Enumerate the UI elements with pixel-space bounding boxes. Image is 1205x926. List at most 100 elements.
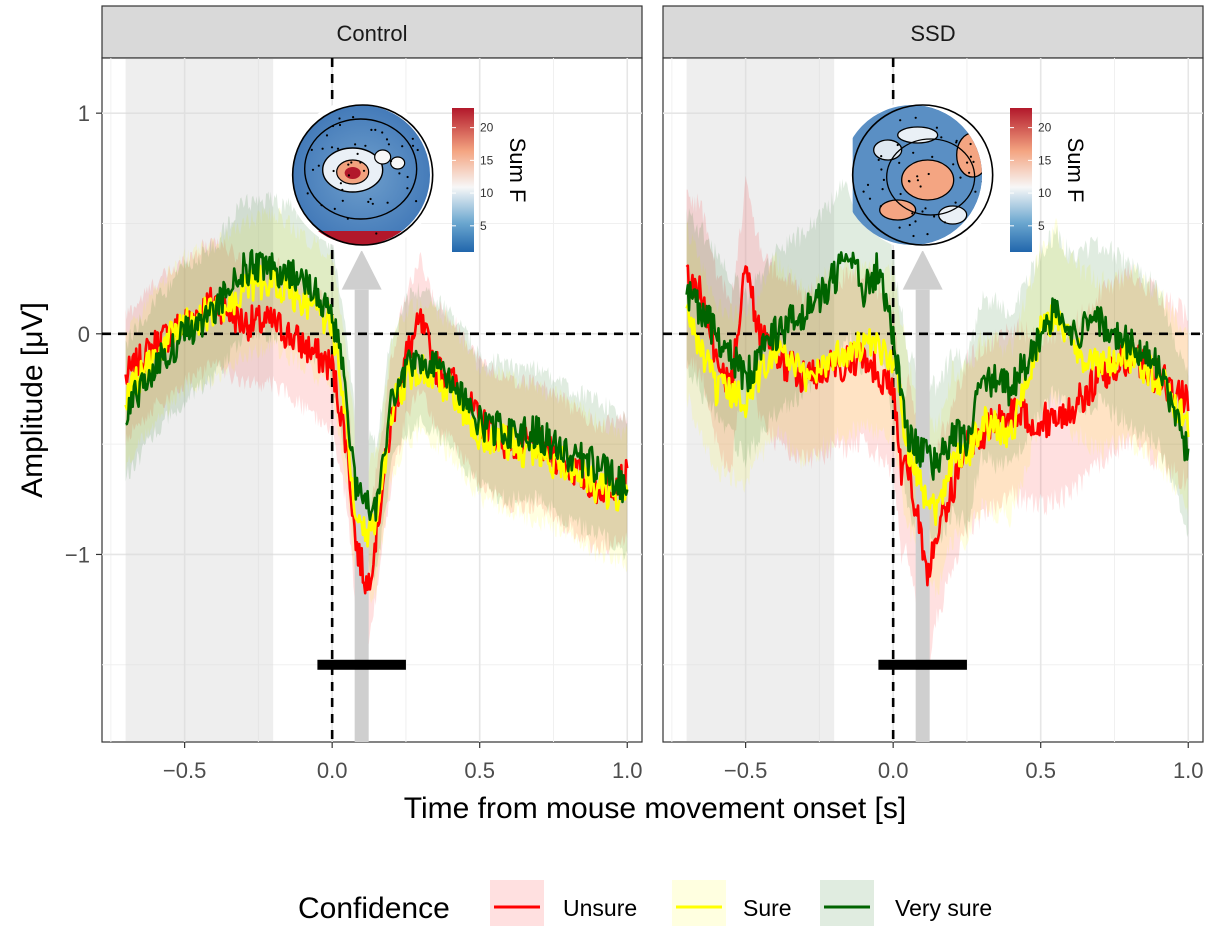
- topomap-head: [851, 104, 994, 246]
- electrode-dot: [924, 207, 927, 210]
- electrode-dot: [912, 234, 915, 238]
- topomap-contour: [303, 118, 418, 220]
- x-tick-label: 0.5: [464, 758, 495, 783]
- topomap-blob: [873, 139, 903, 161]
- colorbar-title: Sum F: [1063, 138, 1088, 203]
- topomap-head: [291, 104, 434, 246]
- electrode-dot: [916, 179, 920, 182]
- ci-ribbon-very-sure: [125, 191, 628, 582]
- colorbar: 5 10 15 20 Sum F: [1010, 108, 1088, 252]
- x-axis-title: Time from mouse movement onset [s]: [404, 792, 906, 825]
- electrode-dot: [914, 116, 917, 119]
- significance-bar: [317, 659, 406, 670]
- electrode-dot: [912, 151, 915, 154]
- significance-rect: [317, 659, 406, 670]
- electrode-dot: [940, 136, 943, 139]
- electrode-dot: [415, 200, 418, 203]
- colorbar-tick-label: 15: [480, 153, 494, 167]
- x-tick-label: −0.5: [163, 758, 206, 783]
- electrode-dot: [398, 172, 401, 175]
- legend-entry-unsure: Unsure: [490, 880, 637, 926]
- series-lines: [124, 249, 629, 595]
- electrode-dot: [959, 176, 962, 179]
- y-ticks: −1 0 1: [65, 101, 102, 567]
- electrode-dot: [931, 155, 934, 158]
- electrode-dot: [347, 174, 350, 177]
- grid: [102, 58, 642, 742]
- x-tick-label: 0.5: [1025, 758, 1056, 783]
- electrode-dot: [866, 183, 870, 186]
- electrode-dot: [974, 190, 977, 193]
- electrode-dot: [898, 161, 901, 164]
- electrode-dot: [347, 163, 350, 166]
- electrode-dot: [935, 126, 939, 129]
- y-tick-label: 1: [78, 101, 90, 126]
- baseline-rect: [125, 59, 274, 741]
- electrode-dot: [881, 188, 884, 191]
- electrode-dot: [387, 143, 390, 146]
- topomap-field: [852, 105, 982, 245]
- panel-control: Control 5 10 15 20 Sum F −0.5 0.0 0.5 1.0 −1 0 1: [65, 5, 643, 783]
- ci-ribbon-very-sure: [686, 167, 1189, 552]
- panel-ssd: SSD 5 10 15 20 Sum F −0.5 0.0 0.5 1.0: [662, 5, 1204, 783]
- electrode-dot: [879, 205, 882, 208]
- legend-key-fill: [672, 880, 726, 926]
- colorbar-rect: [1010, 108, 1032, 252]
- topomap: [846, 99, 999, 251]
- facet-strip: [662, 5, 1204, 59]
- facet-title: Control: [337, 21, 408, 46]
- colorbar-tick-label: 10: [480, 186, 494, 200]
- significance-bar: [878, 659, 967, 670]
- arrow-head: [902, 249, 943, 290]
- electrode-dot: [411, 144, 415, 147]
- colorbar-title: Sum F: [505, 138, 530, 203]
- electrode-dot: [321, 147, 324, 150]
- electrode-dot: [370, 128, 373, 131]
- y-tick-label: 0: [78, 322, 90, 347]
- electrode-dot: [406, 175, 409, 179]
- electrode-dot: [338, 123, 342, 127]
- series-lines: [685, 251, 1190, 587]
- electrode-dot: [320, 204, 323, 207]
- legend-label: Sure: [743, 895, 792, 921]
- arrow-shaft: [354, 289, 369, 742]
- baseline-window: [686, 59, 835, 741]
- colorbar-tick-label: 5: [1038, 219, 1045, 233]
- electrode-dot: [341, 199, 344, 202]
- electrode-dot: [862, 190, 865, 193]
- electrode-dot: [919, 185, 922, 188]
- colorbar-tick-label: 5: [480, 219, 487, 233]
- legend-key-fill: [490, 880, 544, 926]
- electrode-dot: [968, 171, 971, 174]
- electrode-dot: [966, 161, 969, 164]
- facet-title: SSD: [910, 21, 955, 46]
- electrode-dot: [911, 212, 914, 215]
- electrode-dot: [369, 197, 372, 201]
- electrode-dot: [416, 148, 419, 152]
- colorbar-tick-label: 10: [1038, 186, 1052, 200]
- electrode-dot: [880, 168, 883, 171]
- electrode-dot: [350, 161, 353, 164]
- electrode-dot: [362, 169, 366, 172]
- topomap-blob: [901, 159, 955, 201]
- x-tick-label: 1.0: [612, 758, 643, 783]
- electrode-dot: [389, 160, 393, 163]
- colorbar-tick-label: 20: [1038, 121, 1052, 135]
- series-line-sure: [685, 302, 1190, 527]
- electrode-dot: [317, 164, 320, 167]
- baseline-window: [125, 59, 274, 741]
- topomap-contour: [886, 138, 976, 216]
- x-tick-label: 0.0: [317, 758, 348, 783]
- electrode-dot: [899, 192, 902, 196]
- topomap: [286, 99, 439, 251]
- electrode-dot: [880, 155, 883, 158]
- electrode-dot: [907, 179, 911, 183]
- significance-rect: [878, 659, 967, 670]
- electrode-dot: [381, 131, 384, 134]
- electrode-dot: [896, 143, 899, 147]
- electrode-dot: [341, 188, 344, 191]
- topomap-arrow: [902, 249, 943, 742]
- electrode-dot: [916, 175, 919, 178]
- y-axis-title: Amplitude [μV]: [16, 302, 49, 498]
- electrode-dot: [401, 145, 404, 148]
